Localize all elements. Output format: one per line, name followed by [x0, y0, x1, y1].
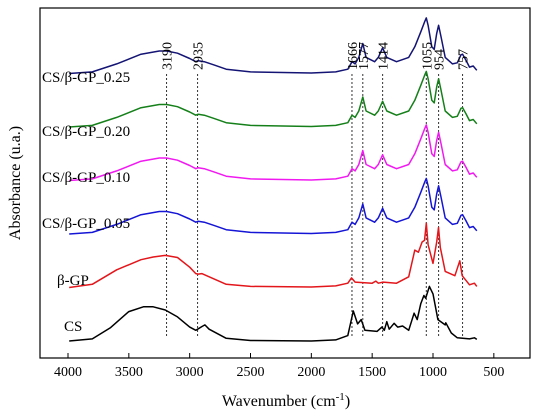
x-tick-label: 1500 [358, 365, 386, 380]
x-axis-ticks: 4000 3500 3000 2500 2000 1500 1000 500 [54, 353, 504, 380]
plot-frame [39, 7, 531, 359]
peak-label: 1055 [420, 42, 435, 70]
series-label: CS/β-GP_0.10 [42, 170, 130, 186]
x-tick-label: 1000 [419, 365, 447, 380]
peak-label: 1414 [377, 42, 392, 70]
series-label: CS [64, 319, 82, 335]
peak-lines [166, 74, 464, 338]
series-line [69, 285, 478, 342]
x-tick-label: 3500 [115, 365, 143, 380]
series-line [69, 222, 478, 289]
series-layer [69, 17, 478, 342]
x-tick-label: 500 [483, 365, 504, 380]
peak-label: 1666 [346, 42, 361, 70]
series-line [69, 70, 478, 128]
series-label: CS/β-GP_0.20 [42, 124, 130, 140]
series-labels: CS β-GP CS/β-GP_0.05 CS/β-GP_0.10 CS/β-GP_0.… [42, 70, 130, 335]
x-tick-label: 4000 [54, 365, 82, 380]
series-line [69, 177, 478, 235]
x-tick-label: 3000 [176, 365, 204, 380]
peak-label: 757 [457, 49, 472, 70]
series-label: β-GP [57, 273, 89, 289]
series-line [69, 124, 478, 182]
peak-label: 1577 [357, 42, 372, 70]
x-tick-label: 2000 [297, 365, 325, 380]
peak-label: 954 [433, 49, 448, 70]
series-label: CS/β-GP_0.25 [42, 70, 130, 86]
x-axis-title: Wavenumber (cm-1) [222, 391, 350, 410]
y-axis-title: Absorbance (u.a.) [7, 126, 24, 240]
series-label: CS/β-GP_0.05 [42, 216, 130, 232]
x-tick-label: 2500 [237, 365, 265, 380]
peak-label: 3190 [161, 42, 176, 70]
peak-label: 2935 [192, 42, 207, 70]
series-line [69, 17, 478, 75]
